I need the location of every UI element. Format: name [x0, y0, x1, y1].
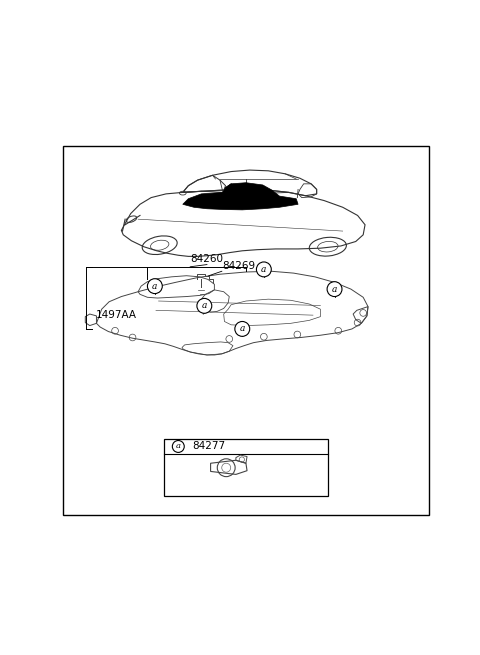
Text: a: a — [261, 265, 266, 274]
Text: 1497AA: 1497AA — [96, 310, 136, 320]
Circle shape — [256, 262, 271, 277]
FancyBboxPatch shape — [164, 439, 328, 496]
Text: a: a — [240, 324, 245, 333]
Circle shape — [147, 278, 162, 293]
Text: a: a — [332, 285, 337, 293]
Circle shape — [172, 441, 184, 453]
Circle shape — [197, 299, 212, 313]
Text: 84277: 84277 — [192, 441, 225, 451]
Text: a: a — [176, 443, 181, 451]
Polygon shape — [183, 183, 298, 210]
Circle shape — [235, 322, 250, 337]
Text: a: a — [202, 301, 207, 310]
Circle shape — [327, 282, 342, 297]
Text: 84269: 84269 — [222, 261, 255, 271]
Text: a: a — [152, 282, 157, 291]
Text: 84260: 84260 — [191, 254, 223, 264]
